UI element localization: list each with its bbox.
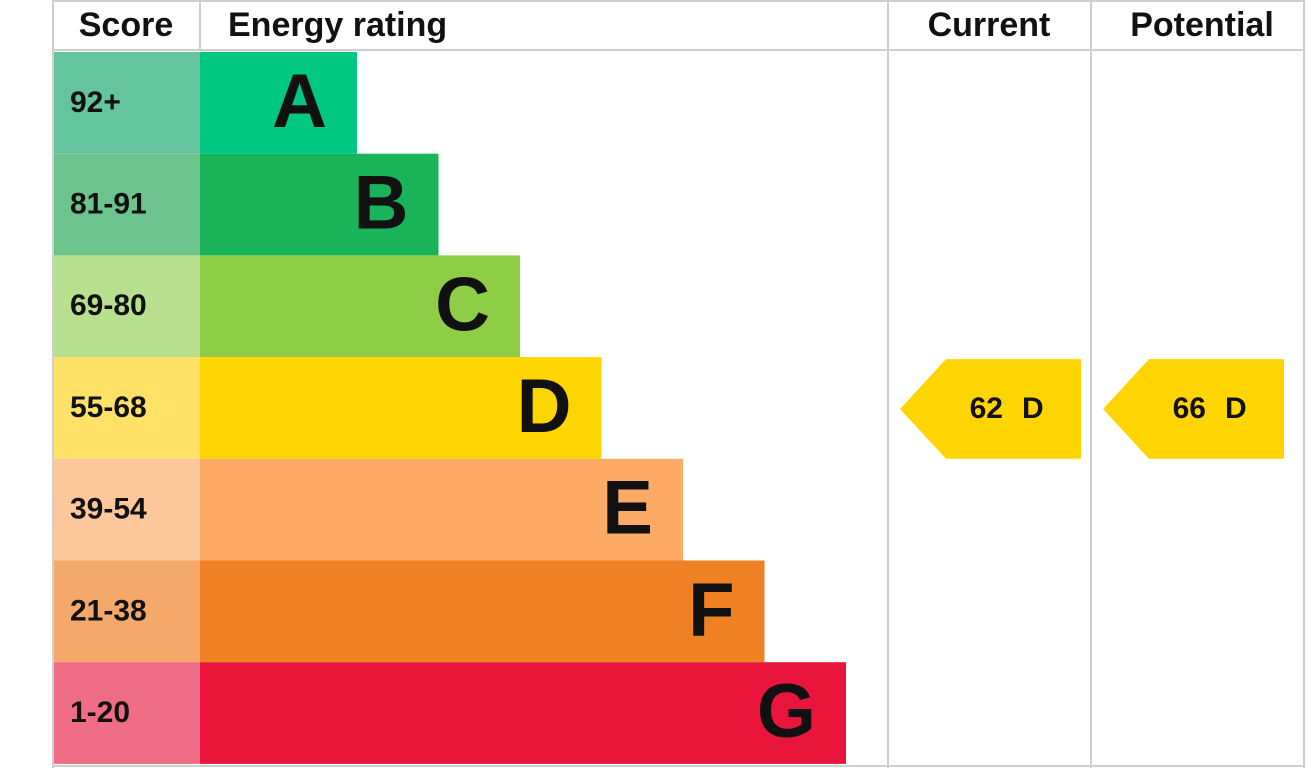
rating-letter: F xyxy=(688,567,734,652)
score-range: 81-91 xyxy=(70,187,147,220)
score-cell xyxy=(54,153,200,256)
rating-letter: E xyxy=(602,466,653,551)
current-rating: D xyxy=(1022,392,1044,425)
rating-letter: D xyxy=(517,364,572,449)
rating-bar xyxy=(200,560,765,663)
rating-letter: G xyxy=(757,669,816,754)
potential-arrow xyxy=(1103,359,1284,459)
rating-bar xyxy=(200,357,602,459)
score-cell xyxy=(54,255,200,358)
rating-letter: B xyxy=(354,161,409,246)
score-range: 55-68 xyxy=(70,391,147,424)
potential-score: 66 xyxy=(1173,392,1206,425)
rating-letter: C xyxy=(435,262,490,347)
rating-bar xyxy=(200,52,357,154)
score-range: 92+ xyxy=(70,86,121,119)
header-potential: Potential xyxy=(1130,6,1274,44)
rating-letter: A xyxy=(272,59,327,144)
score-range: 1-20 xyxy=(70,696,130,729)
rating-bar xyxy=(200,153,439,256)
header-current: Current xyxy=(928,6,1051,44)
score-range: 21-38 xyxy=(70,594,147,627)
rating-bar xyxy=(200,458,683,561)
score-cell xyxy=(54,357,200,459)
header-score: Score xyxy=(79,6,174,44)
current-score: 62 xyxy=(970,392,1003,425)
potential-rating: D xyxy=(1225,392,1247,425)
current-arrow xyxy=(900,359,1081,459)
score-range: 39-54 xyxy=(70,493,147,526)
score-cell xyxy=(54,662,200,764)
score-range: 69-80 xyxy=(70,289,147,322)
score-cell xyxy=(54,458,200,561)
rating-bar xyxy=(200,255,520,358)
score-cell xyxy=(54,560,200,663)
header-rating: Energy rating xyxy=(228,6,447,44)
rating-bar xyxy=(200,662,846,764)
score-cell xyxy=(54,52,200,154)
